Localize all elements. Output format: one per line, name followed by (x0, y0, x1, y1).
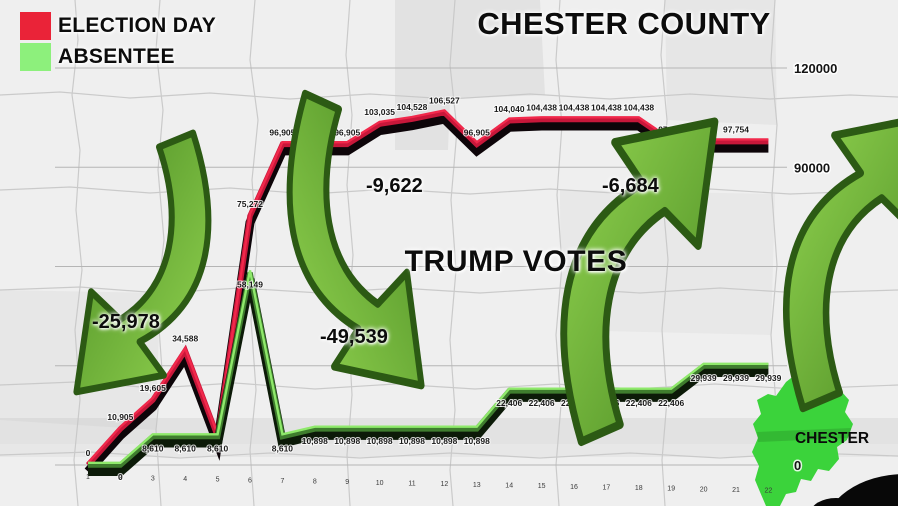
data-label: 10,898 (302, 436, 328, 446)
data-label: 104,040 (494, 104, 525, 114)
annotation-election-day-late-drop: -6,684 (602, 175, 659, 197)
chester-shadow-band (757, 428, 851, 442)
x-tick-label: 9 (345, 479, 349, 486)
x-tick-label: 20 (700, 486, 708, 493)
x-tick-label: 2 (118, 475, 122, 482)
series-absentee-line (88, 272, 769, 468)
legend-label: ELECTION DAY (58, 14, 217, 37)
x-tick-label: 4 (183, 476, 187, 483)
x-tick-label: 18 (635, 485, 643, 492)
corner-black-shape (831, 474, 898, 506)
series-absentee-shadow (88, 278, 769, 476)
x-tick-label: 16 (570, 484, 578, 491)
data-label: 34,588 (172, 334, 198, 344)
data-label: 10,898 (464, 436, 490, 446)
x-tick-label: 11 (408, 481, 415, 488)
data-label: 104,438 (623, 102, 654, 112)
data-label: 19,605 (140, 383, 166, 393)
x-tick-label: 3 (151, 475, 155, 482)
x-tick-label: 8 (313, 479, 317, 486)
data-label: 97,754 (723, 125, 749, 135)
chester-county-shape (752, 371, 853, 506)
county-highlight-label: CHESTER (795, 430, 869, 447)
annotation-election-day-drop: -25,978 (92, 311, 160, 333)
x-tick-label: 19 (667, 486, 675, 493)
x-tick-label: 10 (376, 480, 384, 487)
data-label: 10,905 (107, 412, 133, 422)
data-label: 22,406 (658, 398, 684, 408)
annotation-election-day-dip: -9,622 (366, 175, 423, 197)
data-labels: 0 10,905 19,605 34,588 75,272 96,905 96,905 96,… (85, 95, 783, 483)
data-label: 22,406 (496, 398, 522, 408)
data-label: 8,610 (142, 444, 164, 454)
x-tick-label: 15 (538, 483, 546, 490)
data-label: 22,406 (626, 398, 652, 408)
data-label: 96,905 (464, 127, 490, 137)
x-tick-label: 5 (216, 477, 220, 484)
x-tick-label: 1 (86, 474, 90, 481)
data-label: 8,610 (272, 444, 294, 454)
data-label: 96,905 (334, 127, 360, 137)
series-election-day-highlight (87, 109, 769, 464)
series-absentee-highlight (88, 270, 769, 464)
x-tick-label: 12 (441, 481, 449, 488)
data-label: 29,939 (723, 373, 749, 383)
x-tick-label: 7 (280, 478, 284, 485)
data-label: 29,939 (691, 373, 717, 383)
legend-item-absentee: ABSENTEE (20, 43, 216, 71)
legend-label: ABSENTEE (58, 45, 175, 68)
data-label: 104,528 (397, 102, 428, 112)
x-tick-label: 21 (732, 487, 740, 494)
data-label: 29,939 (755, 373, 781, 383)
data-label: 8,610 (207, 444, 229, 454)
legend: ELECTION DAY ABSENTEE (20, 12, 216, 74)
data-label: 104,438 (559, 102, 590, 112)
corner-black-shape (813, 498, 859, 506)
x-tick-label: 17 (603, 484, 611, 491)
x-tick-label: 6 (248, 477, 252, 484)
y-tick-label: 120000 (794, 61, 837, 76)
y-tick-label: 90000 (794, 160, 830, 175)
annotation-absentee-drop: -49,539 (320, 326, 388, 348)
data-label: 58,149 (237, 280, 263, 290)
data-label: 10,898 (367, 436, 393, 446)
data-label: 0 (86, 448, 91, 458)
data-label: 104,438 (526, 102, 557, 112)
data-label: 10,898 (399, 436, 425, 446)
election-day-swatch (20, 12, 51, 40)
x-tick-label: 22 (765, 488, 773, 495)
data-label: 22,406 (529, 398, 555, 408)
data-label: 8,610 (175, 444, 197, 454)
chester-county-highlight: CHESTER (752, 371, 898, 506)
data-label: 96,905 (269, 127, 295, 137)
x-tick-label: 14 (505, 482, 513, 489)
y-tick-label: 0 (794, 458, 801, 473)
absentee-swatch (20, 43, 51, 71)
chart-subtitle: TRUMP VOTES (404, 245, 628, 278)
data-label: 10,898 (334, 436, 360, 446)
data-label: 0 (118, 472, 123, 482)
x-tick-label: 13 (473, 482, 481, 489)
data-label: 106,527 (429, 96, 460, 106)
page-title: CHESTER COUNTY (477, 6, 771, 41)
data-label: 10,898 (431, 436, 457, 446)
data-label: 104,438 (591, 102, 622, 112)
data-label: 75,272 (237, 199, 263, 209)
data-label: 103,035 (364, 107, 395, 117)
legend-item-election-day: ELECTION DAY (20, 12, 216, 40)
